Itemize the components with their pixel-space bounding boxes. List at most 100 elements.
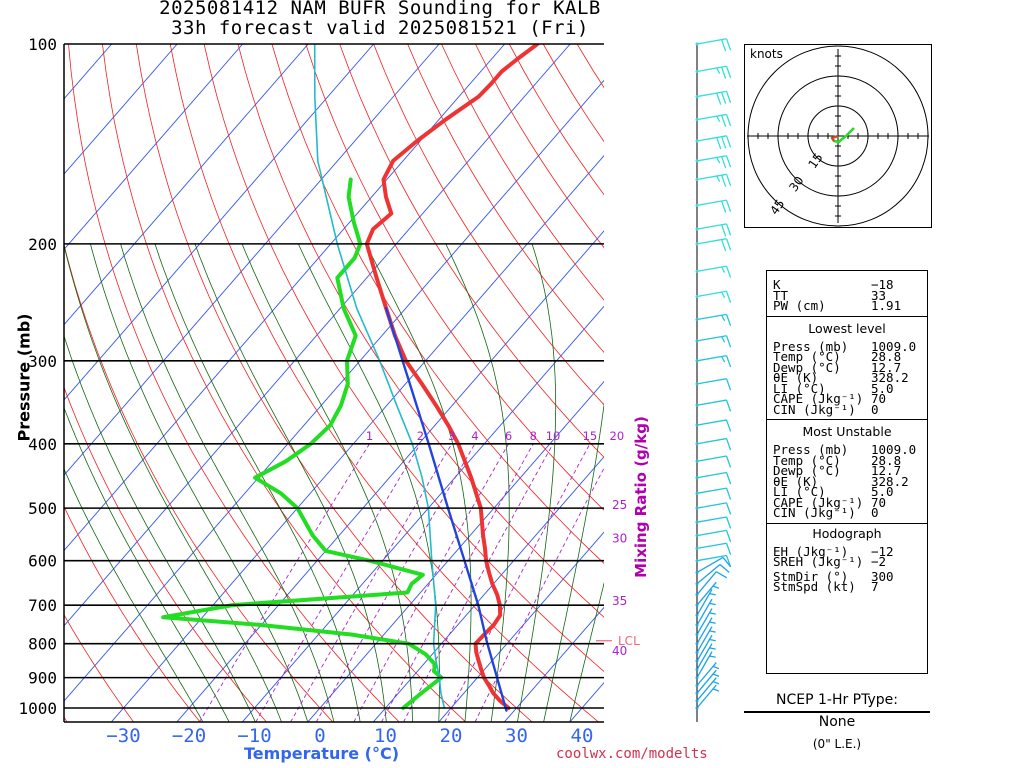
wetbulb-trace <box>313 44 446 709</box>
most-unstable-row: CAPE (Jkg⁻¹) 70 <box>773 496 923 509</box>
moist-adiabat <box>517 243 557 722</box>
moist-adiabat <box>64 243 282 722</box>
wind-barb <box>695 643 716 671</box>
hodograph-trace-low <box>831 135 839 142</box>
temperature-tick-label: −30 <box>106 725 140 747</box>
storm-motion-row-label: StmSpd (kt) <box>773 579 856 594</box>
dry-adiabat <box>373 44 604 406</box>
moist-adiabat <box>194 243 387 722</box>
pressure-tick-label: 500 <box>28 499 57 518</box>
isotherm <box>64 44 440 476</box>
isotherm <box>64 44 506 552</box>
ptype-accumulation: (0" L.E.) <box>812 737 862 751</box>
isotherm <box>64 44 244 251</box>
dry-adiabat <box>64 243 334 722</box>
wind-barb <box>695 651 716 680</box>
dewpoint-trace <box>161 177 444 710</box>
storm-motion-row: StmSpd (kt) 7 <box>773 580 923 593</box>
isotherm <box>64 44 375 401</box>
wind-barb <box>695 563 730 586</box>
hodograph-trace <box>830 127 855 144</box>
pressure-tick-label: 300 <box>28 352 57 371</box>
wind-barb <box>695 335 732 348</box>
moist-adiabat <box>543 401 604 722</box>
temperature-tick-label: 0 <box>314 725 325 747</box>
hodograph-index-row: EH (Jkg⁻¹) −12 <box>773 545 923 558</box>
most-unstable-row: LI (°C) 5.0 <box>773 485 923 498</box>
mixing-ratio-label: 15 <box>583 429 598 443</box>
moist-adiabat <box>365 243 472 722</box>
most-unstable-row-value: 28.8 <box>871 452 902 468</box>
index-row-label: K <box>773 277 781 292</box>
wind-barb <box>695 634 716 663</box>
most-unstable-row-value: 70 <box>871 494 887 510</box>
isotherm <box>64 44 571 627</box>
moist-adiabat <box>64 334 256 722</box>
mixing-ratio-label: 4 <box>471 429 478 443</box>
wind-barb <box>695 90 732 105</box>
pressure-tick-label: 200 <box>28 235 57 254</box>
wind-barb <box>695 65 732 79</box>
isotherm <box>64 44 309 326</box>
index-row-value: 33 <box>871 287 887 303</box>
lowest-level-row-label: Dewp (°C) <box>773 359 841 375</box>
chart-title: 2025081412 NAM BUFR Sounding for KALB <box>159 0 601 19</box>
index-row: K −18 <box>773 278 923 291</box>
lowest-level-row: CAPE (Jkg⁻¹) 70 <box>773 392 923 405</box>
hodograph-index-row-label: SREH (Jkg⁻¹) <box>773 554 864 569</box>
source-url[interactable]: coolwx.com/modelts <box>556 746 708 762</box>
most-unstable-row-label: CIN (Jkg⁻¹) <box>773 505 856 520</box>
mixing-ratio-line <box>444 443 591 722</box>
storm-motion-row-value: 300 <box>871 568 894 584</box>
parcel-trace <box>384 307 508 712</box>
dry-adiabat <box>203 44 604 672</box>
dry-adiabat <box>64 614 134 722</box>
dry-adiabat <box>68 44 400 722</box>
lowest-level-row: LI (°C) 5.0 <box>773 382 923 395</box>
wind-barb <box>695 419 732 432</box>
dry-adiabat <box>441 44 604 301</box>
lowest-level-row-label: Press (mb) <box>773 338 849 354</box>
wind-barb <box>695 173 732 187</box>
mixing-ratio-line <box>474 467 604 722</box>
wind-barb <box>695 313 732 327</box>
mixing-ratio-line <box>255 443 421 722</box>
dry-adiabat <box>339 44 604 458</box>
dry-adiabat <box>407 44 604 353</box>
wind-barb <box>695 471 732 485</box>
moist-adiabat <box>154 243 361 722</box>
most-unstable-row: Press (mb) 1009.0 <box>773 443 923 456</box>
wind-barb <box>695 354 732 368</box>
wind-barb <box>695 437 732 451</box>
lowest-level-row-value: 70 <box>871 391 887 406</box>
most-unstable-row-label: LI (°C) <box>773 484 826 499</box>
most-unstable-row-label: θE (K) <box>773 473 819 489</box>
most-unstable-row-label: CAPE (Jkg⁻¹) <box>773 494 864 510</box>
mixing-ratio-label: 10 <box>546 429 561 443</box>
wind-barb <box>695 677 720 703</box>
mixing-ratio-line <box>290 443 453 722</box>
mixing-ratio-line <box>353 443 509 722</box>
most-unstable-row-label: Dewp (°C) <box>773 463 841 478</box>
mixing-ratio-label: 8 <box>530 429 537 443</box>
wind-barb <box>695 542 732 555</box>
lcl-label: LCL <box>618 634 640 648</box>
wind-barb <box>695 113 732 128</box>
lowest-level-row: CIN (Jkg⁻¹) 0 <box>773 403 923 416</box>
mixing-ratio-line <box>403 443 554 722</box>
temperature-tick-label: −10 <box>237 725 271 747</box>
y-axis-label: Pressure (mb) <box>14 313 34 442</box>
wind-barb <box>695 223 732 237</box>
hodograph-panel: knots 15 30 45 <box>744 44 932 228</box>
hodograph-index-row-value: −2 <box>871 554 887 569</box>
temperature-tick-label: 30 <box>505 725 528 747</box>
lowest-level-row-value: 5.0 <box>871 380 894 396</box>
mixing-ratio-label: 6 <box>505 429 512 443</box>
index-row: PW (cm) 1.91 <box>773 299 923 312</box>
dry-adiabat <box>271 44 604 564</box>
mixing-ratio-line <box>381 443 534 722</box>
dry-adiabat <box>237 44 604 618</box>
temperature-tick-label: 10 <box>374 725 397 747</box>
